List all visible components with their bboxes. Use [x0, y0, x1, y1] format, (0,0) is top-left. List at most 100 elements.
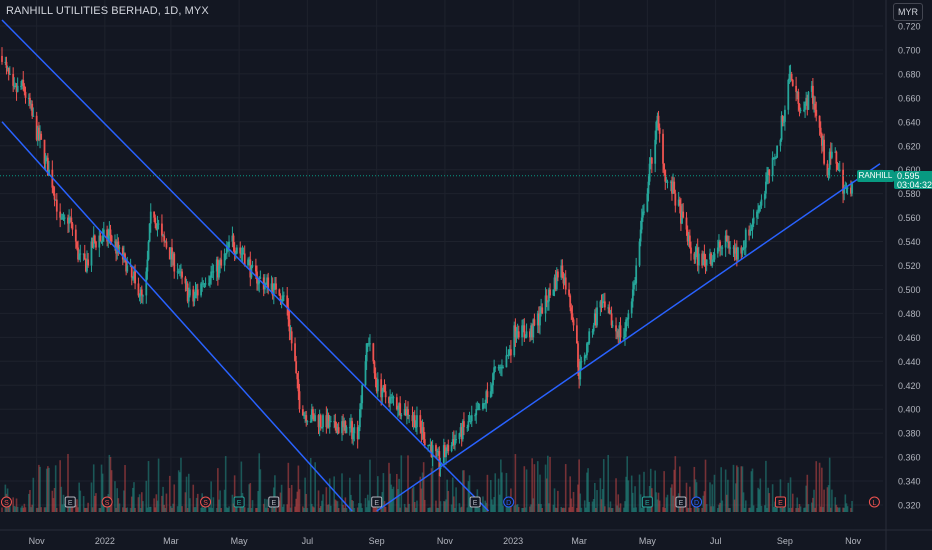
volume-bar — [468, 475, 471, 512]
candle — [411, 415, 414, 422]
volume-bar — [821, 467, 823, 512]
volume-bar — [531, 458, 533, 512]
candle — [654, 139, 657, 164]
candle — [648, 163, 651, 182]
volume-bar — [718, 504, 720, 512]
candle — [361, 385, 364, 404]
volume-bar — [678, 466, 681, 512]
volume-bar — [311, 503, 313, 512]
candle — [114, 241, 116, 243]
candle — [319, 415, 322, 428]
volume-bar — [602, 459, 605, 512]
volume-bar — [146, 507, 149, 512]
volume-bar — [351, 500, 353, 512]
volume-bar — [728, 507, 730, 512]
volume-bar — [450, 504, 453, 512]
volume-bar — [570, 498, 573, 512]
volume-bar — [596, 490, 598, 512]
volume-bar — [850, 507, 852, 512]
candle — [235, 247, 238, 254]
volume-bar — [541, 507, 544, 512]
volume-bar — [750, 471, 753, 512]
volume-bar — [126, 507, 129, 512]
volume-bar — [835, 504, 838, 512]
x-tick-label: Jul — [302, 536, 314, 546]
candle — [532, 319, 535, 338]
candle — [807, 91, 810, 110]
volume-bar — [805, 485, 807, 512]
volume-bar — [690, 507, 692, 512]
volume-bar — [462, 470, 464, 512]
y-tick-label: 0.460 — [898, 333, 921, 343]
volume-bar — [400, 455, 403, 512]
volume-bar — [294, 506, 296, 512]
candle — [126, 265, 129, 272]
candle — [461, 421, 464, 440]
candle — [108, 229, 111, 236]
volume-bar — [698, 507, 700, 512]
candle — [153, 211, 156, 218]
volume-bar — [689, 486, 691, 512]
candle — [154, 217, 157, 224]
candle — [6, 67, 9, 69]
volume-bar — [491, 499, 493, 512]
candle — [303, 415, 305, 417]
candle — [30, 103, 32, 105]
volume-bar — [444, 501, 446, 512]
candle — [279, 295, 282, 302]
volume-bar — [35, 507, 38, 512]
candle — [163, 235, 166, 242]
candle — [805, 97, 808, 104]
volume-bar — [459, 507, 462, 512]
candle — [242, 253, 245, 255]
currency-label[interactable]: MYR — [893, 3, 923, 21]
volume-bar — [186, 507, 189, 512]
candle — [176, 271, 179, 273]
volume-bar — [646, 507, 649, 512]
candle — [46, 157, 49, 176]
volume-bar — [498, 494, 501, 512]
volume-bar — [724, 469, 727, 512]
candle — [116, 241, 119, 254]
volume-bar — [626, 456, 629, 512]
volume-bar — [592, 498, 595, 512]
volume-bar — [47, 466, 49, 512]
volume-bar — [94, 495, 96, 512]
volume-bar — [344, 497, 347, 512]
candle — [818, 115, 821, 128]
candle — [45, 157, 48, 159]
volume-bar — [578, 459, 580, 512]
candle — [70, 217, 73, 224]
candle — [294, 343, 296, 362]
event-marker-label: E — [237, 500, 242, 507]
volume-bar — [249, 483, 252, 512]
volume-bar — [580, 507, 583, 512]
candle — [602, 301, 605, 303]
candle — [716, 247, 719, 254]
volume-bar — [736, 465, 738, 512]
candle — [627, 313, 630, 320]
volume-bar — [670, 487, 672, 512]
candle — [758, 205, 761, 212]
candle — [110, 235, 113, 242]
y-tick-label: 0.700 — [898, 45, 921, 55]
candle — [27, 97, 30, 99]
candle — [130, 265, 133, 278]
volume-bar — [796, 497, 799, 512]
candle — [317, 415, 320, 428]
volume-bar — [554, 507, 557, 512]
volume-bar — [460, 506, 463, 512]
candle — [695, 247, 698, 254]
volume-bar — [517, 507, 520, 512]
volume-bar — [501, 472, 503, 512]
candle — [333, 421, 336, 423]
candle — [554, 277, 557, 290]
candle — [275, 283, 277, 290]
candle — [631, 289, 634, 302]
candle — [77, 247, 79, 260]
candle — [790, 73, 793, 80]
volume-bar — [774, 501, 776, 512]
candle — [186, 283, 189, 302]
volume-bar — [157, 458, 160, 512]
